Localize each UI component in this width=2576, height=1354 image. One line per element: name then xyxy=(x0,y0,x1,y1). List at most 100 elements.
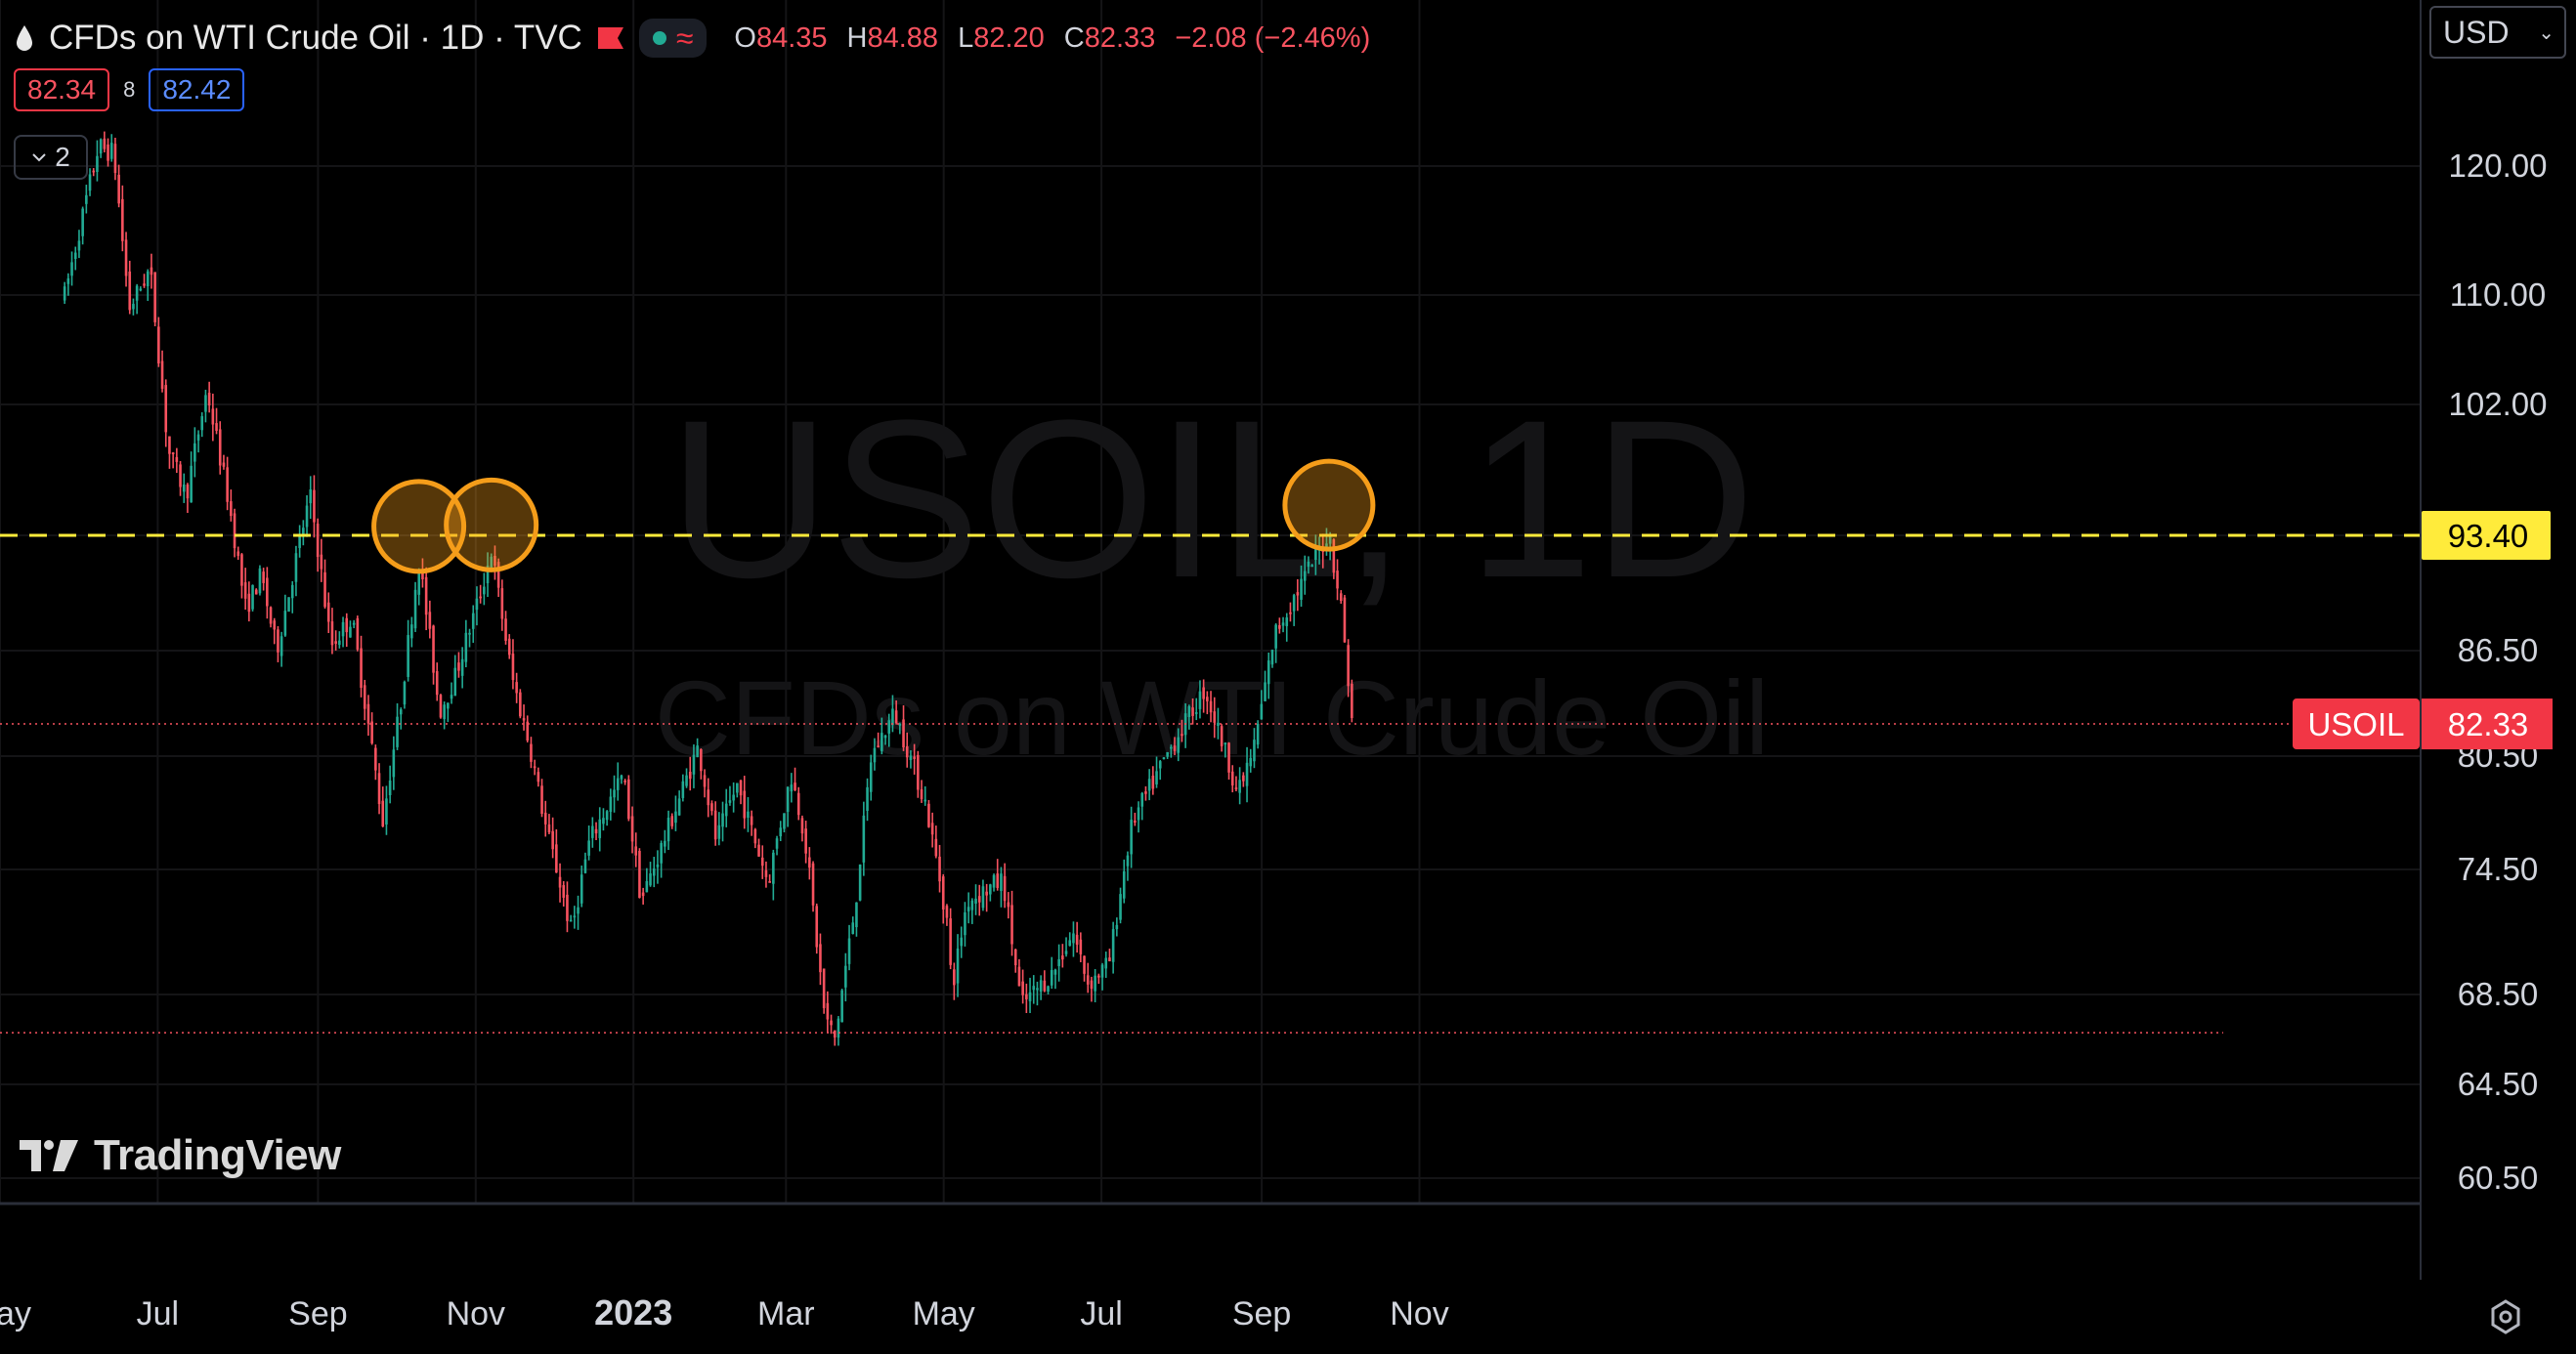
time-tick-label: Jul xyxy=(1080,1295,1122,1333)
market-status-pill[interactable]: ≈ xyxy=(638,19,708,58)
time-tick-label: Sep xyxy=(1232,1295,1292,1333)
candle-body xyxy=(1032,986,1036,991)
candle-body xyxy=(757,844,760,857)
candle-body xyxy=(1083,955,1086,974)
tradingview-logo[interactable]: TradingView xyxy=(18,1131,341,1180)
candle-body xyxy=(207,392,211,406)
candle-body xyxy=(623,780,626,783)
candle-body xyxy=(471,613,475,629)
candle-body xyxy=(747,811,750,819)
candle-body xyxy=(453,667,457,697)
candle-body xyxy=(923,799,927,802)
candle-body xyxy=(783,813,786,829)
candle-body xyxy=(913,756,916,759)
tradingview-logo-icon xyxy=(20,1140,78,1171)
candle-body xyxy=(428,612,432,629)
candle-body xyxy=(403,681,407,705)
chart-area[interactable] xyxy=(0,0,2421,1204)
candle-body xyxy=(620,775,623,780)
high-marker-1[interactable] xyxy=(371,479,467,574)
candle-body xyxy=(1191,707,1194,716)
candle-body xyxy=(345,617,349,633)
candle-body xyxy=(1292,595,1296,612)
time-axis[interactable]: ay Jul Sep Nov 2023 Mar May Jul Sep Nov xyxy=(0,1202,2421,1333)
candle-body xyxy=(381,800,385,827)
sell-price-button[interactable]: 82.34 xyxy=(14,68,110,111)
candle-body xyxy=(1064,951,1068,954)
candle-body xyxy=(164,385,168,433)
candle-body xyxy=(1061,955,1064,960)
candle-body xyxy=(92,170,96,173)
symbol-title[interactable]: CFDs on WTI Crude Oil · 1D · TVC xyxy=(49,19,582,57)
candle-body xyxy=(1166,752,1169,757)
candle-body xyxy=(811,863,815,906)
price-tick-label: 102.00 xyxy=(2449,386,2548,422)
candle-body xyxy=(977,896,981,903)
candle-body xyxy=(388,781,392,796)
candle-body xyxy=(124,239,128,276)
candle-body xyxy=(175,456,179,462)
currency-select[interactable]: USD ⌄ xyxy=(2429,6,2566,59)
candle-body xyxy=(179,464,182,487)
price-axis[interactable]: 120.00110.00102.0086.5080.5074.5068.5064… xyxy=(2293,0,2553,1280)
candle-body xyxy=(226,467,229,502)
candle-body xyxy=(447,702,450,709)
candle-body xyxy=(1177,737,1181,753)
time-tick-label: Nov xyxy=(1390,1295,1448,1333)
candle-body xyxy=(869,762,873,792)
change-value: −2.08 (−2.46%) xyxy=(1175,21,1371,54)
candle-body xyxy=(283,611,287,636)
collapse-indicators-button[interactable]: 2 xyxy=(14,135,88,180)
candle-body xyxy=(707,789,710,806)
candle-body xyxy=(739,780,743,796)
last-price-label: 82.33 xyxy=(2448,706,2529,742)
candle-body xyxy=(356,617,360,650)
candle-body xyxy=(981,886,985,909)
high-marker-2[interactable] xyxy=(444,477,539,572)
candle-body xyxy=(949,918,952,965)
buy-price-button[interactable]: 82.42 xyxy=(149,68,245,111)
candle-body xyxy=(1217,722,1220,726)
candle-body xyxy=(917,754,920,790)
candle-body xyxy=(837,1018,840,1038)
candle-body xyxy=(107,144,109,161)
candle-body xyxy=(1187,705,1191,717)
candle-body xyxy=(277,629,279,653)
markers xyxy=(371,458,1376,574)
candle-body xyxy=(168,436,171,454)
flag-icon[interactable] xyxy=(596,25,625,51)
candle-body xyxy=(790,784,794,792)
candle-body xyxy=(855,902,858,928)
candle-body xyxy=(966,907,970,911)
candle-body xyxy=(1270,650,1274,665)
candle-body xyxy=(1296,592,1300,596)
price-tick-label: 120.00 xyxy=(2449,148,2548,184)
candle-body xyxy=(190,465,193,503)
candle-body xyxy=(1267,660,1270,685)
watermark: USOIL, 1D CFDs on WTI Crude Oil xyxy=(655,373,1769,777)
grid xyxy=(0,0,2421,1204)
candle-body xyxy=(1144,791,1147,794)
candle-body xyxy=(1328,536,1332,544)
candle-body xyxy=(341,621,345,637)
candle-body xyxy=(613,789,616,798)
time-tick-label: Jul xyxy=(137,1295,179,1333)
candle-body xyxy=(1314,549,1317,561)
candle-body xyxy=(1013,949,1017,966)
low-value: 82.20 xyxy=(973,21,1045,54)
candle-body xyxy=(543,812,547,825)
candle-body xyxy=(1249,757,1253,767)
candle-body xyxy=(902,719,905,748)
candle-body xyxy=(496,562,500,588)
candle-body xyxy=(1155,771,1158,784)
high-marker-3[interactable] xyxy=(1282,458,1376,552)
candle-body xyxy=(171,452,175,454)
candle-body xyxy=(113,144,117,174)
candle-body xyxy=(713,810,717,840)
candle-body xyxy=(1036,988,1039,991)
candle-body xyxy=(894,710,898,724)
settings-icon[interactable] xyxy=(2486,1297,2525,1336)
candle-body xyxy=(450,695,453,699)
candle-body xyxy=(934,838,938,857)
